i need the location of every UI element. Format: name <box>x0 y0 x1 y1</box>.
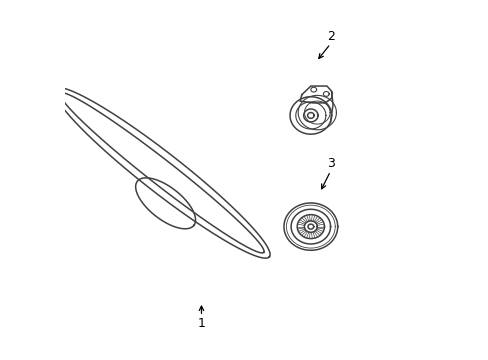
Text: 3: 3 <box>326 157 334 170</box>
Text: 2: 2 <box>326 30 334 43</box>
Text: 1: 1 <box>197 317 205 330</box>
